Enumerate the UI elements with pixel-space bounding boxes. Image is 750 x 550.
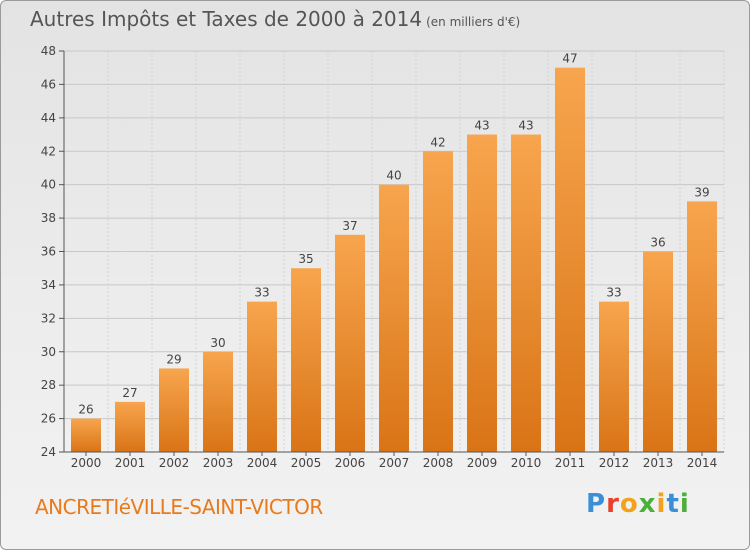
- data-label: 36: [650, 236, 665, 250]
- data-label: 33: [254, 286, 269, 300]
- x-tick-label: 2007: [379, 456, 410, 470]
- proxiti-logo[interactable]: Proxiti: [586, 489, 690, 519]
- y-tick-label: 38: [41, 211, 56, 225]
- data-label: 42: [430, 135, 445, 149]
- data-label: 40: [386, 169, 401, 183]
- x-tick-label: 2014: [687, 456, 718, 470]
- y-tick-label: 46: [41, 77, 56, 91]
- x-tick-label: 2001: [115, 456, 146, 470]
- x-tick-label: 2004: [247, 456, 278, 470]
- data-label: 27: [122, 386, 137, 400]
- logo-letter: r: [606, 489, 620, 519]
- logo-letter: i: [656, 489, 667, 519]
- data-label: 26: [78, 403, 93, 417]
- bar-2014[interactable]: [687, 201, 717, 452]
- y-tick-label: 32: [41, 311, 56, 325]
- y-tick-label: 40: [41, 178, 56, 192]
- bar-2009[interactable]: [467, 134, 497, 452]
- chart-title: Autres Impôts et Taxes de 2000 à 2014 (en…: [30, 7, 520, 31]
- x-tick-label: 2011: [555, 456, 586, 470]
- bar-2003[interactable]: [203, 351, 233, 452]
- data-label: 47: [562, 52, 577, 66]
- y-tick-label: 28: [41, 378, 56, 392]
- bars: [71, 67, 717, 453]
- chart-title-text: Autres Impôts et Taxes de 2000 à 2014: [30, 7, 423, 31]
- y-tick-label: 26: [41, 412, 56, 426]
- logo-letter: P: [586, 489, 607, 519]
- x-tick-label: 2006: [335, 456, 366, 470]
- y-tick-label: 48: [41, 44, 56, 58]
- bar-2001[interactable]: [115, 401, 145, 452]
- data-label: 35: [298, 252, 313, 266]
- bar-2011[interactable]: [555, 67, 585, 452]
- bar-2010[interactable]: [511, 134, 541, 452]
- bar-2012[interactable]: [599, 301, 629, 452]
- x-tick-label: 2000: [71, 456, 102, 470]
- logo-letter: t: [666, 489, 680, 519]
- data-label: 29: [166, 352, 181, 366]
- x-tick-label: 2008: [423, 456, 454, 470]
- commune-name: ANCRETIéVILLE-SAINT-VICTOR: [35, 495, 323, 519]
- x-tick-label: 2002: [159, 456, 190, 470]
- y-tick-label: 34: [41, 278, 56, 292]
- data-label: 43: [474, 119, 489, 133]
- x-tick-label: 2013: [643, 456, 674, 470]
- data-label: 30: [210, 336, 225, 350]
- bar-2004[interactable]: [247, 301, 277, 452]
- data-label: 39: [694, 185, 709, 199]
- logo-letter: i: [679, 489, 690, 519]
- axes: [59, 50, 724, 456]
- y-tick-label: 24: [41, 445, 56, 459]
- bar-2002[interactable]: [159, 368, 189, 452]
- bar-2013[interactable]: [643, 251, 673, 453]
- bar-2005[interactable]: [291, 268, 321, 452]
- y-tick-label: 30: [41, 345, 56, 359]
- logo-letter: x: [638, 489, 657, 519]
- labels: 24 26 28 30 32 34 36 38 40 42 44 46 48 26 2000 27 2001 29…: [41, 44, 718, 470]
- data-label: 43: [518, 119, 533, 133]
- x-tick-label: 2012: [599, 456, 630, 470]
- y-tick-label: 42: [41, 144, 56, 158]
- data-label: 37: [342, 219, 357, 233]
- bar-2008[interactable]: [423, 151, 453, 452]
- x-tick-label: 2005: [291, 456, 322, 470]
- bar-2006[interactable]: [335, 234, 365, 452]
- x-tick-label: 2009: [467, 456, 498, 470]
- logo-letter: o: [619, 489, 639, 519]
- y-tick-label: 36: [41, 245, 56, 259]
- bar-2007[interactable]: [379, 184, 409, 452]
- x-tick-label: 2003: [203, 456, 234, 470]
- data-label: 33: [606, 286, 621, 300]
- x-tick-label: 2010: [511, 456, 542, 470]
- bar-2000[interactable]: [71, 418, 101, 452]
- chart-subtitle: (en milliers d'€): [426, 15, 521, 29]
- y-tick-label: 44: [41, 111, 56, 125]
